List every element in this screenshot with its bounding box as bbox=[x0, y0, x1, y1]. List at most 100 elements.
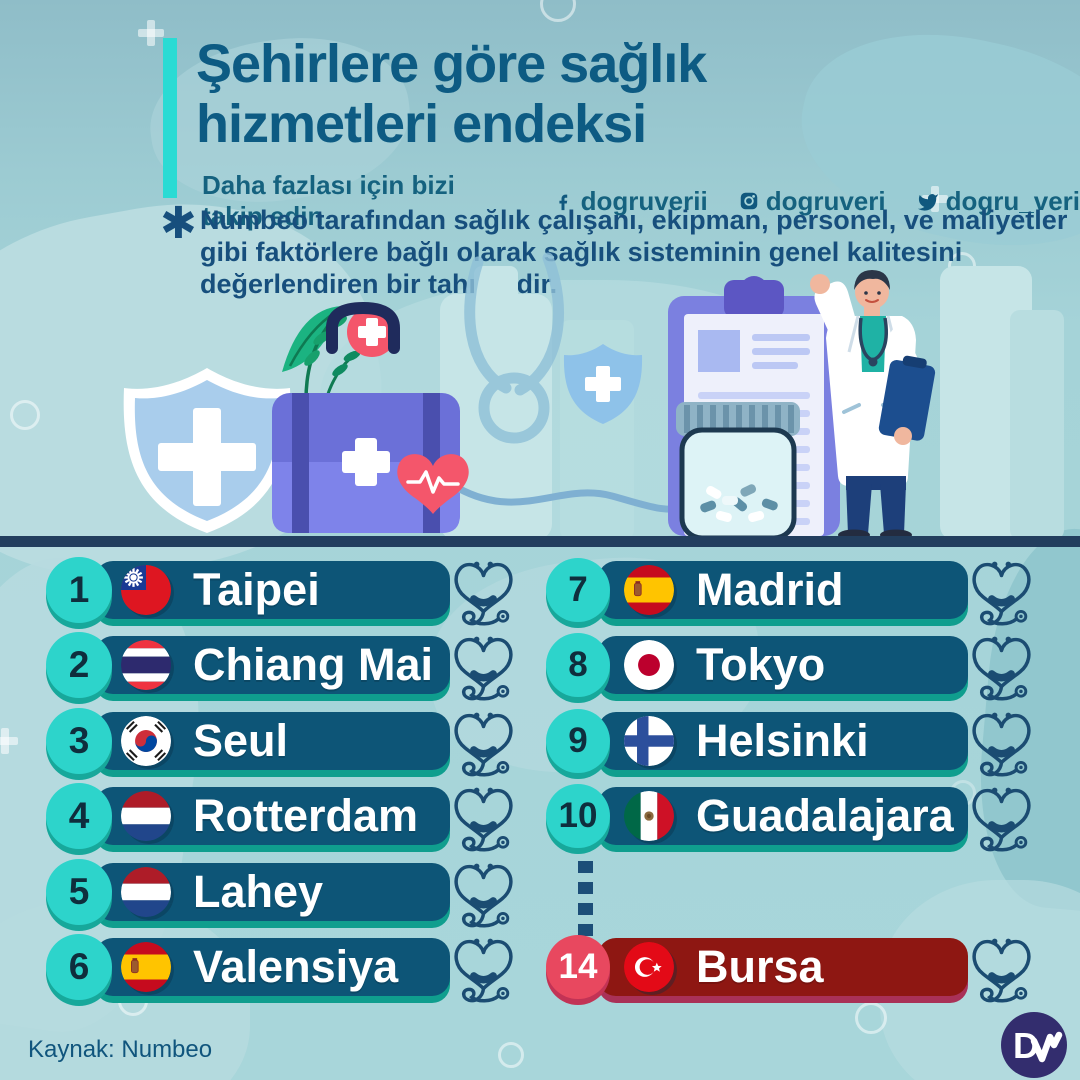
rank-badge: 8 bbox=[546, 633, 610, 697]
title-accent-bar bbox=[163, 38, 177, 198]
bubble-decoration bbox=[855, 1002, 887, 1034]
row-madrid: 7 Madrid bbox=[546, 558, 1036, 628]
title-line-1: Şehirlere göre sağlık bbox=[196, 34, 707, 94]
rank-gap-dots bbox=[578, 861, 593, 945]
rank-number: 3 bbox=[68, 720, 90, 761]
social-instagram[interactable]: dogruveri bbox=[738, 186, 886, 217]
note-line-1: Numbeo tarafından sağlık çalışanı, ekipm… bbox=[200, 205, 1068, 235]
row-seul: 3 Seul bbox=[46, 708, 536, 779]
heart-pulse-icon bbox=[397, 454, 469, 514]
row-guadalajara: 10 Guadalajara bbox=[546, 784, 1036, 854]
city-name: Lahey bbox=[193, 866, 324, 917]
row-taipei: 1 Taipei bbox=[46, 557, 536, 627]
row-bursa-highlight: 14 Bursa bbox=[546, 935, 1036, 1004]
rank-badge: 6 bbox=[46, 934, 112, 1000]
page-title: Şehirlere göre sağlık hizmetleri endeksi bbox=[196, 34, 707, 154]
rank-badge: 7 bbox=[546, 558, 610, 622]
city-pill-highlight: Bursa bbox=[585, 938, 968, 996]
row-lahey: 5 Lahey bbox=[46, 859, 536, 930]
city-name: Chiang Mai bbox=[193, 639, 434, 690]
rank-badge: 1 bbox=[46, 557, 112, 623]
rank-badge: 4 bbox=[46, 783, 112, 849]
city-name: Seul bbox=[193, 715, 289, 766]
rank-number: 14 bbox=[558, 947, 598, 986]
dogru-veri-logo: D bbox=[1001, 1012, 1067, 1078]
city-pill: Tokyo bbox=[585, 636, 968, 694]
note-line-2: gibi faktörlere bağlı olarak sağlık sist… bbox=[200, 237, 963, 267]
south-korea-flag-icon bbox=[121, 716, 171, 766]
twitter-handle: dogru_veri bbox=[945, 185, 1080, 216]
spain-flag-icon bbox=[121, 942, 171, 992]
stethoscope-heart-icon bbox=[452, 633, 515, 703]
rank-badge: 5 bbox=[46, 859, 112, 925]
japan-flag-icon bbox=[624, 640, 674, 690]
thailand-flag-icon bbox=[121, 640, 171, 690]
mexico-flag-icon bbox=[624, 791, 674, 841]
city-pill: Lahey bbox=[82, 863, 450, 921]
rank-badge: 9 bbox=[546, 709, 610, 773]
stethoscope-heart-icon bbox=[970, 558, 1033, 628]
red-cross-badge-icon bbox=[347, 307, 397, 357]
asterisk-icon: ✱ bbox=[160, 199, 197, 248]
row-helsinki: 9 Helsinki bbox=[546, 709, 1036, 779]
netherlands-flag-icon bbox=[121, 791, 171, 841]
blue-shield-icon bbox=[563, 344, 643, 424]
title-line-2: hizmetleri endeksi bbox=[196, 94, 647, 154]
city-name: Bursa bbox=[696, 941, 824, 992]
rank-number: 6 bbox=[68, 946, 90, 987]
stethoscope-tube bbox=[456, 484, 691, 513]
rank-number: 5 bbox=[68, 871, 90, 912]
city-pill: Valensiya bbox=[82, 938, 450, 996]
taiwan-flag-icon bbox=[121, 565, 171, 615]
city-name: Taipei bbox=[193, 564, 320, 615]
city-pill: Madrid bbox=[585, 561, 968, 619]
stethoscope-heart-icon bbox=[970, 709, 1033, 779]
instagram-icon bbox=[740, 192, 757, 210]
follow-text: Daha fazlası için bizi takip edin bbox=[202, 170, 455, 231]
city-name: Madrid bbox=[696, 564, 844, 615]
section-divider bbox=[0, 536, 1080, 547]
city-name: Helsinki bbox=[696, 715, 869, 766]
doctor-illustration bbox=[810, 270, 936, 540]
medical-illustration bbox=[123, 252, 1064, 540]
social-bar: Daha fazlası için bizi takip edin dogruv… bbox=[202, 170, 1080, 232]
facebook-handle: dogruverii bbox=[580, 185, 708, 216]
turkey-flag-icon bbox=[624, 942, 674, 992]
bubble-decoration bbox=[498, 1042, 524, 1068]
facebook-icon bbox=[558, 194, 567, 211]
city-pill: Taipei bbox=[82, 561, 450, 619]
rank-number: 7 bbox=[568, 570, 588, 609]
city-pill: Guadalajara bbox=[585, 787, 968, 845]
city-pill: Helsinki bbox=[585, 712, 968, 770]
row-rotterdam: 4 Rotterdam bbox=[46, 783, 536, 854]
stethoscope-heart-icon bbox=[452, 935, 515, 1005]
row-chiang-mai: 2 Chiang Mai bbox=[46, 632, 536, 703]
city-name: Tokyo bbox=[696, 639, 826, 690]
netherlands-flag-icon bbox=[121, 867, 171, 917]
stethoscope-heart-icon bbox=[970, 784, 1033, 854]
spain-flag-icon bbox=[624, 565, 674, 615]
social-facebook[interactable]: dogruverii bbox=[553, 186, 708, 217]
rank-badge: 3 bbox=[46, 708, 112, 774]
rank-number: 2 bbox=[68, 644, 90, 685]
city-name: Guadalajara bbox=[696, 790, 954, 841]
stethoscope-heart-icon bbox=[452, 860, 515, 930]
rank-number: 1 bbox=[68, 569, 90, 610]
rank-badge-highlight: 14 bbox=[546, 935, 610, 999]
social-twitter[interactable]: dogru_veri bbox=[916, 186, 1080, 217]
row-tokyo: 8 Tokyo bbox=[546, 633, 1036, 702]
city-name: Valensiya bbox=[193, 941, 399, 992]
rank-badge: 10 bbox=[546, 784, 610, 848]
stethoscope-tube bbox=[464, 252, 564, 444]
finland-flag-icon bbox=[624, 716, 674, 766]
rank-badge: 2 bbox=[46, 632, 112, 698]
city-name: Rotterdam bbox=[193, 790, 419, 841]
rank-number: 8 bbox=[568, 645, 588, 684]
city-pill: Seul bbox=[82, 712, 450, 770]
stethoscope-heart-icon bbox=[452, 784, 515, 854]
bubble-decoration bbox=[10, 400, 40, 430]
rank-number: 9 bbox=[568, 721, 588, 760]
bubble-decoration bbox=[540, 0, 576, 22]
stethoscope-heart-icon bbox=[452, 709, 515, 779]
